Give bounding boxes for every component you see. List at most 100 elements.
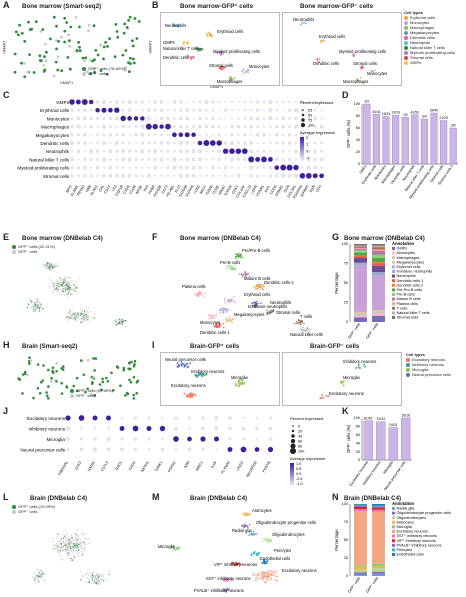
cell-point xyxy=(255,303,257,306)
expression-dot xyxy=(231,117,233,120)
cell-point xyxy=(275,575,277,578)
expression-dot xyxy=(294,173,298,178)
stack-segment xyxy=(354,504,367,506)
cell-point xyxy=(272,310,274,312)
cell-point xyxy=(223,590,226,593)
cell-point xyxy=(224,580,227,583)
legend-label: Oligodendrocyte progenitor cells xyxy=(397,511,452,515)
legend-item: Megakaryocytes xyxy=(404,30,455,35)
cell-point xyxy=(299,23,302,26)
cell-point xyxy=(99,581,101,583)
bar xyxy=(376,421,386,461)
cell-point xyxy=(122,366,126,370)
expression-dot xyxy=(120,447,124,452)
expression-dot xyxy=(147,416,151,420)
expression-dot xyxy=(249,149,254,154)
gene-label: PTPRC xyxy=(167,460,177,473)
cell-point xyxy=(36,299,38,301)
expression-dot xyxy=(119,425,125,432)
gene-label: DCN xyxy=(283,184,291,193)
expression-dot xyxy=(179,149,183,153)
expression-dot xyxy=(187,436,192,442)
cell-point xyxy=(112,389,115,392)
cell-point xyxy=(29,307,31,309)
cell-point xyxy=(323,39,325,42)
expression-dot xyxy=(88,99,94,105)
legend-swatch xyxy=(404,35,408,40)
cell-point xyxy=(47,267,49,270)
x-tick-label: GFP⁻ cells xyxy=(365,576,379,593)
cell-point xyxy=(267,537,269,540)
legend-swatch xyxy=(404,60,408,65)
cell-point xyxy=(63,550,65,552)
cell-point xyxy=(99,578,102,580)
stack-segment xyxy=(372,247,385,250)
expression-dot xyxy=(191,173,196,178)
cell-point xyxy=(78,49,82,53)
cell-point xyxy=(75,376,79,380)
cell-point xyxy=(68,543,70,546)
expression-dot xyxy=(282,100,285,104)
expression-dot xyxy=(199,174,201,177)
cell-point xyxy=(79,546,81,548)
cell-point xyxy=(72,548,74,550)
cluster-label: Immature neutrophils xyxy=(248,304,287,309)
cell-point xyxy=(23,62,26,65)
expression-dot xyxy=(103,150,105,153)
cell-point xyxy=(53,266,55,269)
cell-point xyxy=(79,543,81,545)
expression-dot xyxy=(70,133,74,137)
cell-point xyxy=(88,59,92,62)
expression-dot xyxy=(205,174,208,177)
legend-label: Excitatory neurons xyxy=(397,530,429,534)
cell-point xyxy=(80,547,82,549)
cell-point xyxy=(58,291,60,293)
expression-dot xyxy=(269,416,272,420)
cell-point xyxy=(66,293,68,295)
cell-point xyxy=(38,54,42,58)
cell-point xyxy=(260,302,262,304)
cell-point xyxy=(266,573,268,576)
gene-label: IL1B xyxy=(210,460,217,469)
cell-point xyxy=(66,56,70,59)
cell-point xyxy=(18,378,22,381)
cluster-label: Monocytes xyxy=(200,320,220,325)
cell-point xyxy=(78,313,80,315)
expression-dot xyxy=(262,149,266,153)
cell-point xyxy=(96,580,98,582)
color-scale xyxy=(300,137,304,159)
expression-dot xyxy=(159,157,164,162)
panel-title: Brain (DNBelab C4) xyxy=(30,495,88,502)
cell-point xyxy=(84,550,86,552)
cell-point xyxy=(50,265,52,267)
cell-point xyxy=(42,263,44,265)
cell-point xyxy=(67,33,70,37)
cell-point xyxy=(69,25,73,29)
expression-dot xyxy=(191,165,196,170)
expression-dot xyxy=(109,100,112,104)
expression-dot xyxy=(249,174,253,178)
cell-point xyxy=(97,579,100,581)
expression-dot xyxy=(106,437,111,441)
cell-point xyxy=(131,44,135,48)
cell-point xyxy=(71,316,73,319)
expression-dot xyxy=(66,426,70,431)
expression-dot xyxy=(191,157,196,162)
expression-dot xyxy=(172,157,177,162)
cell-point xyxy=(230,579,232,582)
expression-dot xyxy=(76,124,81,129)
cell-point xyxy=(49,264,51,266)
cell-point xyxy=(66,316,69,318)
cell-point xyxy=(58,285,60,288)
cell-point xyxy=(60,392,64,395)
legend-title: Average expression xyxy=(300,130,335,135)
cell-point xyxy=(218,67,221,70)
legend-swatch xyxy=(404,20,408,25)
cell-point xyxy=(271,571,274,574)
cell-point xyxy=(72,384,75,388)
expression-dot xyxy=(243,100,246,104)
cell-point xyxy=(37,307,39,309)
stack-segment xyxy=(354,313,367,316)
legend-item: GMPs xyxy=(404,60,455,65)
cell-point xyxy=(189,392,192,394)
